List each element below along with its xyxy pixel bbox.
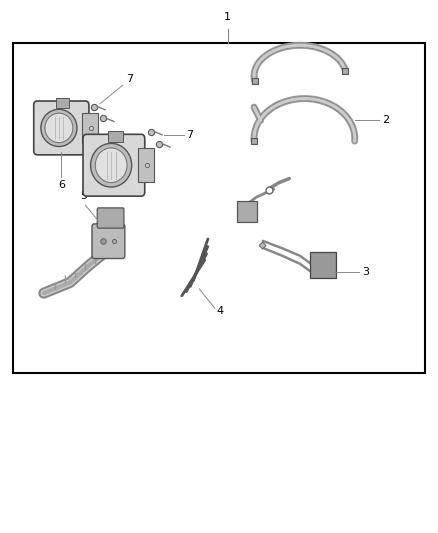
Text: 1: 1 [224, 12, 231, 22]
Ellipse shape [45, 113, 73, 143]
Ellipse shape [91, 143, 132, 187]
Text: 6: 6 [58, 180, 65, 190]
FancyBboxPatch shape [237, 201, 257, 222]
Ellipse shape [41, 109, 77, 147]
Text: 3: 3 [362, 267, 369, 277]
Text: 5: 5 [80, 191, 87, 201]
FancyBboxPatch shape [83, 134, 145, 196]
FancyBboxPatch shape [310, 252, 336, 278]
FancyBboxPatch shape [56, 98, 69, 109]
FancyBboxPatch shape [82, 113, 98, 142]
Ellipse shape [95, 148, 127, 182]
FancyBboxPatch shape [34, 101, 89, 155]
Text: 7: 7 [126, 74, 133, 84]
Bar [13, 43, 425, 373]
Text: 4: 4 [217, 306, 224, 316]
FancyBboxPatch shape [97, 208, 124, 228]
FancyBboxPatch shape [92, 224, 125, 259]
Text: 7: 7 [186, 130, 193, 140]
FancyBboxPatch shape [108, 131, 123, 142]
FancyBboxPatch shape [138, 148, 154, 182]
Text: 2: 2 [382, 115, 389, 125]
